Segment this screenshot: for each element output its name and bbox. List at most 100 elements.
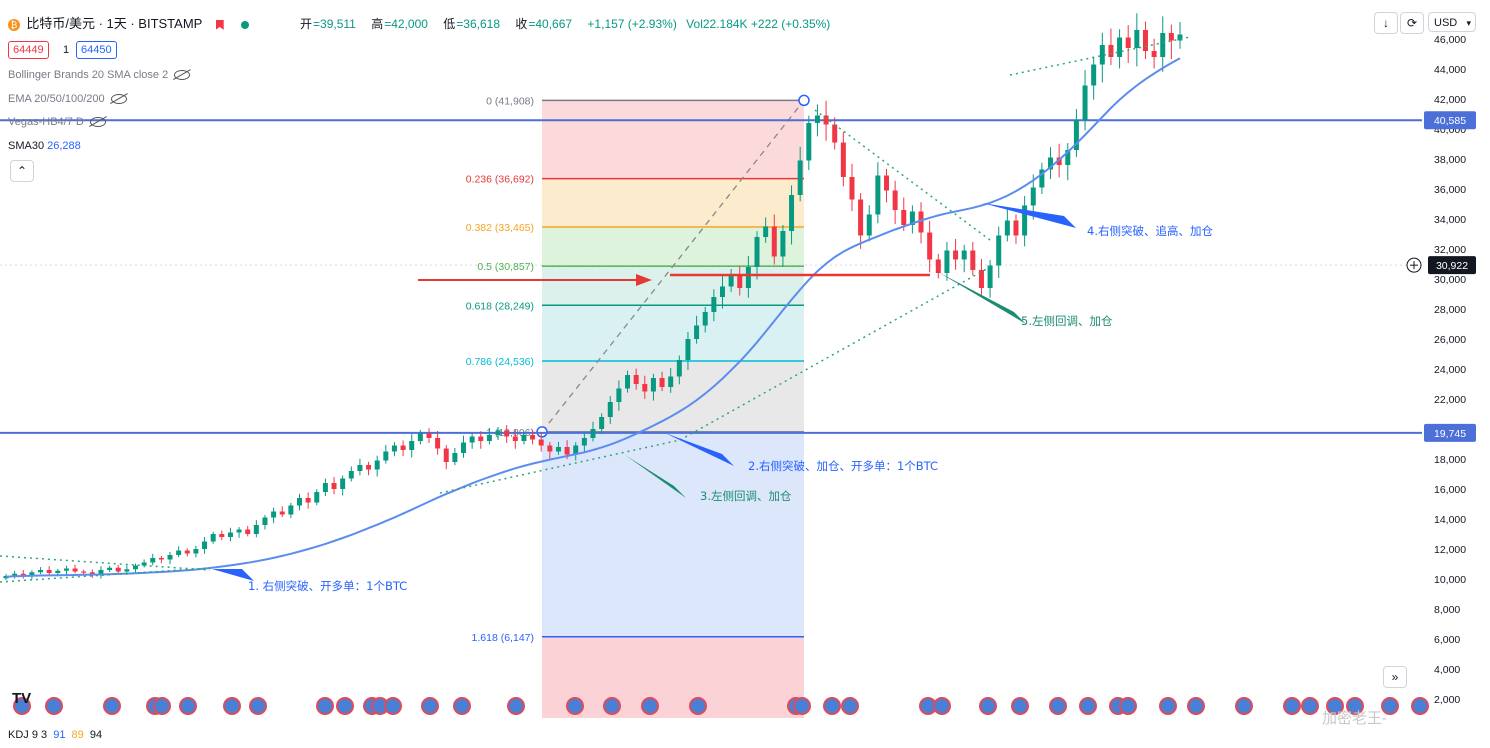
- annotation-arrow: [212, 569, 254, 581]
- candle-body: [1013, 220, 1019, 236]
- candle-body: [478, 436, 484, 441]
- candle-body: [89, 572, 95, 575]
- candle-body: [305, 498, 311, 503]
- price-tag: [1424, 111, 1476, 130]
- candle-body: [486, 435, 492, 441]
- y-tick-label: 30,000: [1434, 274, 1466, 286]
- candle-body: [849, 177, 855, 200]
- candle-body: [132, 565, 138, 570]
- event-marker-icon: [641, 697, 659, 715]
- candle-body: [996, 235, 1002, 266]
- candle-body: [797, 160, 803, 195]
- red-arrow-head: [636, 274, 652, 286]
- scroll-right-icon[interactable]: »: [1383, 666, 1407, 688]
- indicator-vegas[interactable]: Vegas-HB4/7 D: [8, 116, 106, 128]
- candle-body: [340, 478, 346, 489]
- candle-body: [417, 433, 423, 441]
- candle-body: [1030, 187, 1036, 206]
- event-marker-icon: [1381, 697, 1399, 715]
- candle-body: [184, 550, 190, 554]
- candle-body: [573, 445, 579, 455]
- event-marker-icon: [603, 697, 621, 715]
- y-tick-label: 46,000: [1434, 34, 1466, 46]
- candle-body: [685, 339, 691, 360]
- collapse-chevron-icon[interactable]: ⌃: [10, 160, 34, 182]
- event-marker-icon: [316, 697, 334, 715]
- trend-dotted-line: [0, 555, 211, 571]
- candle-body: [279, 511, 285, 515]
- annotation-label: 5.左侧回调、加仓: [1021, 314, 1113, 328]
- candle-body: [124, 569, 130, 572]
- candle-body: [978, 270, 984, 288]
- y-tick-label: 32,000: [1434, 244, 1466, 256]
- event-marker-icon: [793, 697, 811, 715]
- sell-price-button[interactable]: 64449: [8, 41, 49, 59]
- candle-body: [245, 529, 251, 534]
- symbol-title[interactable]: 比特币/美元 · 1天 · BITSTAMP: [26, 16, 203, 31]
- event-marker-icon: [384, 697, 402, 715]
- annotation-label: 1. 右侧突破、开多单：1个BTC: [248, 579, 407, 593]
- event-marker-icon: [841, 697, 859, 715]
- candle-body: [927, 232, 933, 260]
- candle-body: [297, 498, 302, 506]
- candle-body: [581, 438, 587, 446]
- candle-body: [1142, 30, 1148, 51]
- candle-body: [1134, 30, 1140, 48]
- candle-body: [1073, 120, 1079, 150]
- candle-body: [987, 265, 993, 288]
- candle-body: [1151, 51, 1157, 57]
- y-tick-label: 24,000: [1434, 364, 1466, 376]
- event-marker-icon: [249, 697, 267, 715]
- indicator-bollinger[interactable]: Bollinger Brands 20 SMA close 2: [8, 69, 191, 81]
- hidden-eye-icon[interactable]: [110, 94, 127, 105]
- y-tick-label: 8,000: [1434, 604, 1460, 616]
- event-marker-icon: [13, 697, 31, 715]
- fib-band: [542, 266, 804, 306]
- fib-band: [542, 100, 804, 179]
- annotation-label: 2.右侧突破、加仓、开多单：1个BTC: [748, 459, 938, 473]
- fib-anchor-handle: [798, 94, 810, 107]
- fib-level-label: 0.786 (24,536): [466, 356, 534, 368]
- candle-body: [521, 435, 527, 441]
- event-marker-icon: [689, 697, 707, 715]
- candle-body: [650, 378, 656, 392]
- event-marker-icon: [179, 697, 197, 715]
- candle-body: [348, 471, 354, 479]
- kdj-indicator[interactable]: KDJ 9 3 91 89 94: [8, 729, 103, 741]
- download-icon[interactable]: ↓: [1374, 12, 1398, 34]
- candle-body: [530, 435, 536, 440]
- candle-body: [909, 211, 915, 225]
- event-marker-icon: [103, 697, 121, 715]
- buy-price-button[interactable]: 64450: [76, 41, 117, 59]
- y-tick-label: 44,000: [1434, 64, 1466, 76]
- fib-band: [542, 227, 804, 267]
- candle-body: [400, 445, 406, 450]
- currency-select[interactable]: USD ▾: [1428, 12, 1476, 32]
- candle-body: [754, 237, 760, 267]
- y-tick-label: 22,000: [1434, 394, 1466, 406]
- candle-body: [469, 436, 475, 443]
- event-marker-icon: [1283, 697, 1301, 715]
- hidden-eye-icon[interactable]: [89, 117, 106, 128]
- annotation-label: 4.右侧突破、追高、加仓: [1087, 224, 1213, 238]
- y-tick-label: 14,000: [1434, 514, 1466, 526]
- candle-body: [322, 483, 328, 492]
- candle-body: [426, 433, 432, 438]
- trend-dotted-line: [439, 439, 681, 494]
- y-tick-label: 12,000: [1434, 544, 1466, 556]
- candle-body: [210, 534, 216, 542]
- hidden-eye-icon[interactable]: [174, 70, 191, 81]
- candle-body: [702, 312, 708, 326]
- event-marker-icon: [336, 697, 354, 715]
- indicator-sma30[interactable]: SMA30 26,288: [8, 140, 81, 152]
- candle-body: [763, 226, 769, 237]
- refresh-icon[interactable]: ⟳: [1400, 12, 1424, 34]
- flag-icon[interactable]: [215, 19, 224, 30]
- fib-level-label: 0.236 (36,692): [466, 174, 534, 186]
- candle-body: [806, 123, 812, 161]
- annotation-arrow: [625, 455, 686, 498]
- indicator-ema[interactable]: EMA 20/50/100/200: [8, 93, 127, 105]
- candle-body: [1082, 85, 1088, 120]
- y-tick-label: 34,000: [1434, 214, 1466, 226]
